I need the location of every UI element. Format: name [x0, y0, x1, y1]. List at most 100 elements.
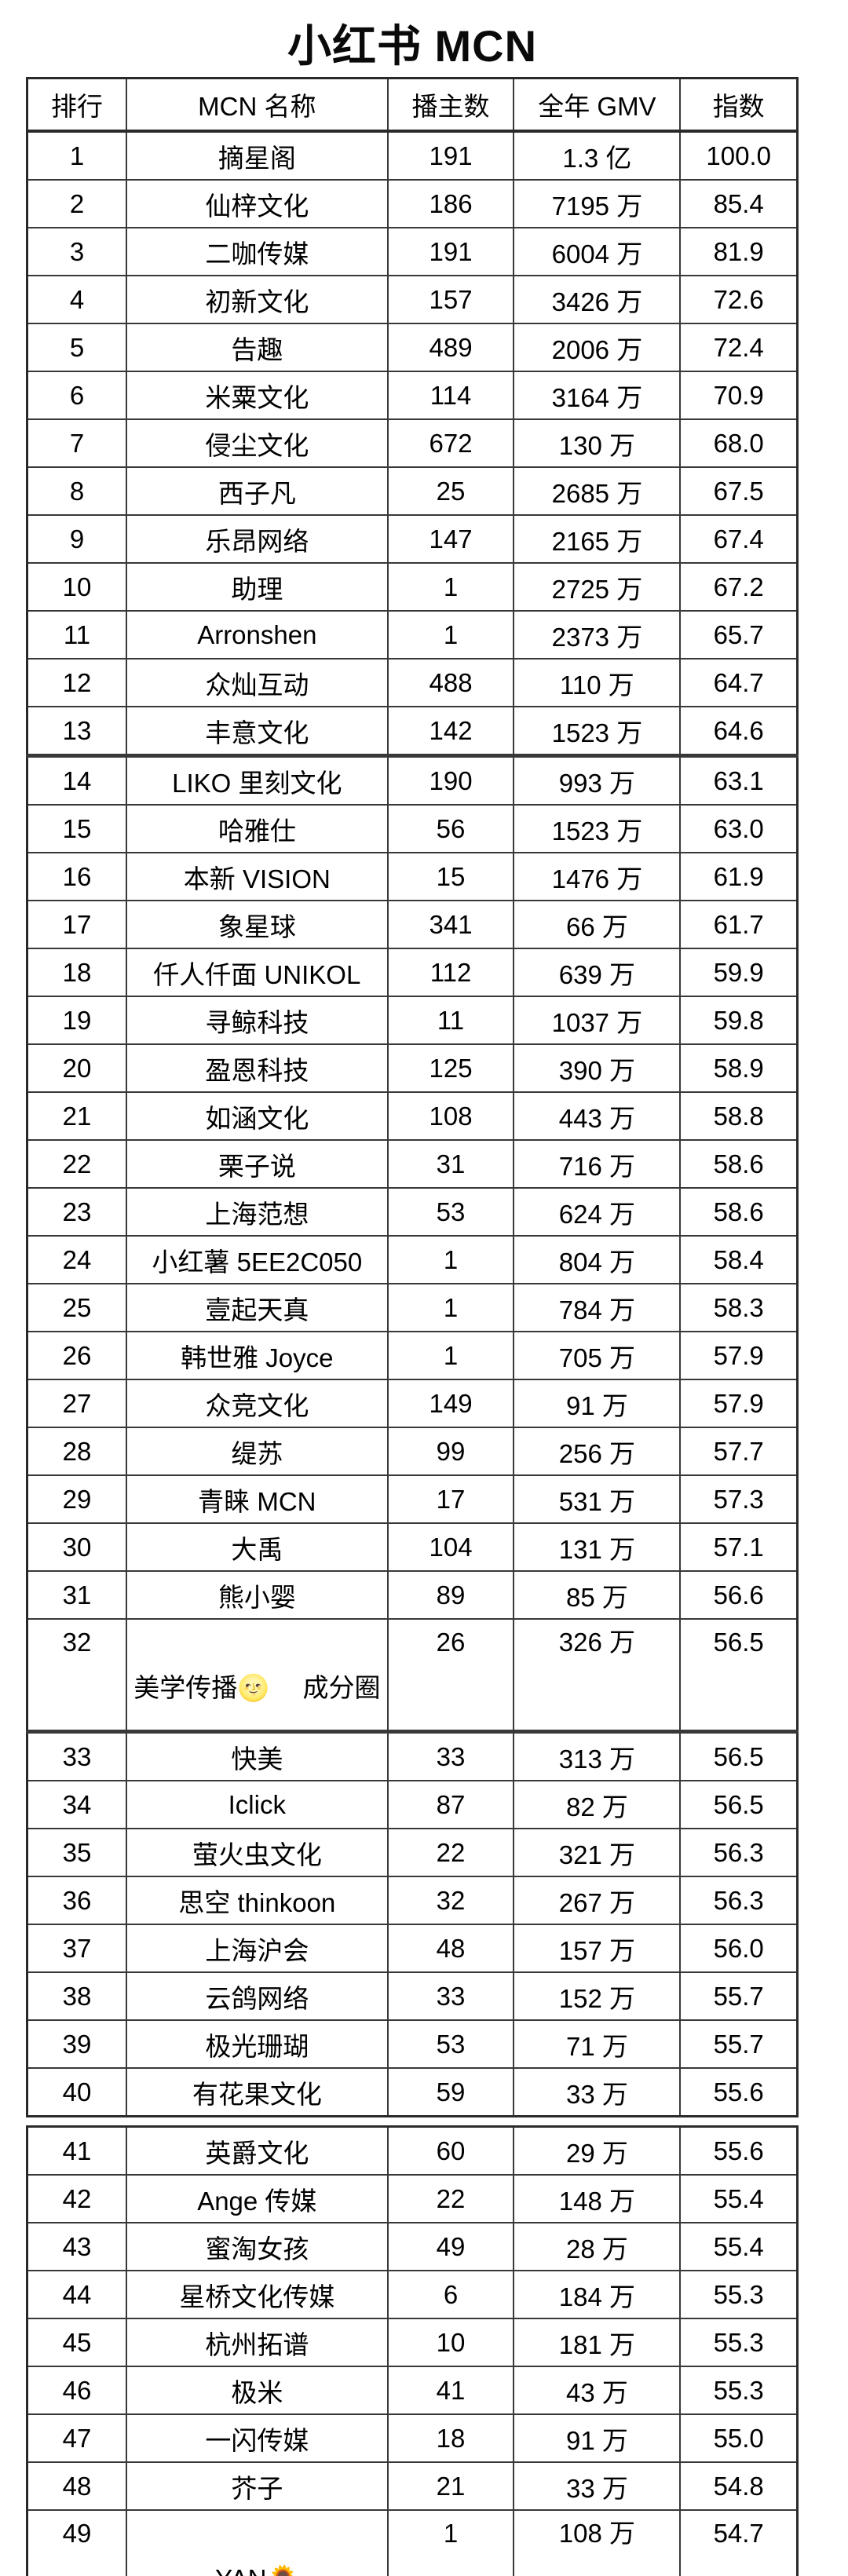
cell-hosts: 41 — [386, 2366, 515, 2415]
cell-gmv: 993 万 — [513, 755, 682, 806]
table-row-18: 18 仟人仟面 UNIKOL 112 639 万 59.9 — [26, 948, 799, 997]
cell-rank: 32 — [26, 1618, 128, 1734]
cell-gmv: 181 万 — [513, 2318, 682, 2367]
cell-rank: 17 — [26, 900, 128, 949]
table-row-12: 12 众灿互动 488 110 万 64.7 — [26, 658, 799, 707]
cell-index: 81.9 — [679, 227, 799, 276]
cell-gmv: 639 万 — [513, 948, 682, 997]
cell-name: 盈恩科技 — [126, 1043, 389, 1093]
cell-gmv: 1.3 亿 — [513, 130, 682, 181]
cell-rank: 3 — [26, 227, 128, 276]
cell-hosts: 488 — [386, 658, 515, 707]
table-row-40: 40 有花果文化 59 33 万 55.6 — [26, 2067, 799, 2117]
table-row-45: 45 杭州拓谱 10 181 万 55.3 — [26, 2318, 799, 2367]
table-row-37: 37 上海沪会 48 157 万 56.0 — [26, 1924, 799, 1973]
cell-name: 栗子说 — [126, 1139, 389, 1189]
cell-index: 55.4 — [679, 2174, 799, 2223]
cell-index: 57.7 — [679, 1427, 799, 1476]
cell-hosts: 26 — [386, 1618, 515, 1734]
cell-index: 55.6 — [679, 2125, 799, 2176]
cell-index: 56.3 — [679, 1876, 799, 1925]
table-row-28: 28 缇苏 99 256 万 57.7 — [26, 1427, 799, 1476]
cell-gmv: 1523 万 — [513, 706, 682, 758]
cell-index: 58.6 — [679, 1139, 799, 1189]
cell-gmv: 443 万 — [513, 1091, 682, 1141]
cell-hosts: 18 — [386, 2413, 515, 2463]
table-row-2: 2 仙梓文化 186 7195 万 85.4 — [26, 179, 799, 228]
cell-rank: 21 — [26, 1091, 128, 1141]
cell-hosts: 672 — [386, 418, 515, 468]
cell-gmv: 33 万 — [513, 2067, 682, 2117]
cell-index: 56.3 — [679, 1828, 799, 1877]
cell-gmv: 313 万 — [513, 1730, 682, 1781]
cell-rank: 47 — [26, 2413, 128, 2463]
cell-gmv: 267 万 — [513, 1876, 682, 1925]
cell-gmv: 321 万 — [513, 1828, 682, 1877]
table-row-9: 9 乐昂网络 147 2165 万 67.4 — [26, 514, 799, 564]
table-row-13: 13 丰意文化 142 1523 万 64.6 — [26, 706, 799, 758]
cell-index: 64.6 — [679, 706, 799, 758]
cell-gmv: 2165 万 — [513, 514, 682, 564]
cell-index: 100.0 — [679, 130, 799, 181]
cell-rank: 25 — [26, 1283, 128, 1332]
cell-index: 63.0 — [679, 804, 799, 853]
cell-rank: 8 — [26, 466, 128, 516]
cell-rank: 18 — [26, 948, 128, 997]
cell-index: 57.9 — [679, 1379, 799, 1428]
cell-hosts: 59 — [386, 2067, 515, 2117]
cell-name: Iclick — [126, 1780, 389, 1829]
cell-name: 缇苏 — [126, 1427, 389, 1476]
cell-hosts: 21 — [386, 2461, 515, 2511]
cell-gmv: 531 万 — [513, 1474, 682, 1524]
cell-hosts: 10 — [386, 2318, 515, 2367]
cell-index: 67.5 — [679, 466, 799, 516]
cell-hosts: 33 — [386, 1730, 515, 1781]
cell-rank: 36 — [26, 1876, 128, 1925]
cell-name: 大禹 — [126, 1522, 389, 1572]
cell-name: 侵尘文化 — [126, 418, 389, 468]
cell-gmv: 2685 万 — [513, 466, 682, 516]
cell-hosts: 48 — [386, 1924, 515, 1973]
cell-rank: 43 — [26, 2222, 128, 2271]
cell-hosts: 31 — [386, 1139, 515, 1189]
cell-index: 72.6 — [679, 275, 799, 324]
cell-hosts: 489 — [386, 323, 515, 372]
table-row-21: 21 如涵文化 108 443 万 58.8 — [26, 1091, 799, 1141]
table-row-38: 38 云鸽网络 33 152 万 55.7 — [26, 1971, 799, 2021]
cell-hosts: 32 — [386, 1876, 515, 1925]
cell-gmv: 33 万 — [513, 2461, 682, 2511]
cell-gmv: 43 万 — [513, 2366, 682, 2415]
table-row-34: 34 Iclick 87 82 万 56.5 — [26, 1780, 799, 1829]
cell-gmv: 131 万 — [513, 1522, 682, 1572]
cell-name: 快美 — [126, 1730, 389, 1781]
cell-gmv: 804 万 — [513, 1235, 682, 1284]
cell-index: 54.8 — [679, 2461, 799, 2511]
cell-index: 55.3 — [679, 2318, 799, 2367]
column-header-gmv: 全年 GMV — [513, 77, 682, 133]
cell-gmv: 108 万 — [513, 2509, 682, 2576]
table-row-24: 24 小红薯 5EE2C050 1 804 万 58.4 — [26, 1235, 799, 1284]
cell-rank: 41 — [26, 2125, 128, 2176]
cell-rank: 26 — [26, 1331, 128, 1380]
cell-name: 思空 thinkoon — [126, 1876, 389, 1925]
cell-name: 壹起天真 — [126, 1283, 389, 1332]
cell-rank: 4 — [26, 275, 128, 324]
cell-index: 67.2 — [679, 562, 799, 612]
table-row-23: 23 上海范想 53 624 万 58.6 — [26, 1187, 799, 1237]
cell-gmv: 152 万 — [513, 1971, 682, 2021]
cell-hosts: 49 — [386, 2222, 515, 2271]
column-header-name: MCN 名称 — [126, 77, 389, 133]
cell-name: 极米 — [126, 2366, 389, 2415]
cell-rank: 12 — [26, 658, 128, 707]
table-row-42: 42 Ange 传媒 22 148 万 55.4 — [26, 2174, 799, 2223]
cell-gmv: 184 万 — [513, 2270, 682, 2319]
page-title: 小红书 MCN — [287, 21, 538, 71]
cell-rank: 6 — [26, 371, 128, 420]
cell-hosts: 186 — [386, 179, 515, 228]
cell-name: 美学传播🌝 成分圈 — [126, 1618, 389, 1734]
cell-name: 上海沪会 — [126, 1924, 389, 1973]
cell-name: 寻鲸科技 — [126, 996, 389, 1045]
column-header-hosts: 播主数 — [386, 77, 515, 133]
cell-name: 众竞文化 — [126, 1379, 389, 1428]
cell-rank: 28 — [26, 1427, 128, 1476]
